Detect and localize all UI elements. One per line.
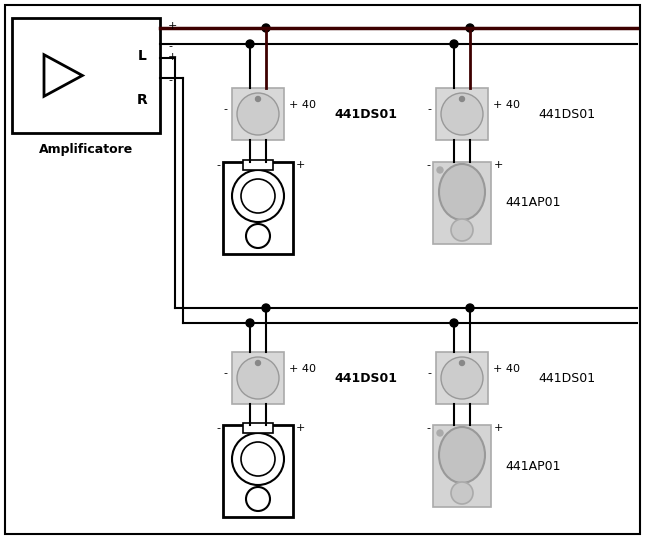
Circle shape bbox=[262, 24, 270, 32]
Circle shape bbox=[451, 219, 473, 241]
Circle shape bbox=[237, 357, 279, 399]
Circle shape bbox=[241, 442, 275, 476]
Text: -: - bbox=[427, 368, 431, 378]
Circle shape bbox=[241, 179, 275, 213]
Text: 441DS01: 441DS01 bbox=[538, 107, 595, 121]
Bar bbox=[436, 88, 488, 140]
Circle shape bbox=[450, 319, 458, 327]
Text: + 40: + 40 bbox=[493, 364, 520, 374]
Text: 441AP01: 441AP01 bbox=[505, 197, 561, 210]
Circle shape bbox=[441, 357, 483, 399]
Circle shape bbox=[246, 224, 270, 248]
Bar bbox=[232, 352, 284, 404]
Text: -: - bbox=[427, 104, 431, 114]
Text: +: + bbox=[168, 21, 177, 31]
Text: + 40: + 40 bbox=[493, 100, 520, 109]
Bar bbox=[243, 423, 273, 433]
Bar bbox=[232, 88, 284, 140]
Polygon shape bbox=[44, 54, 83, 96]
Ellipse shape bbox=[439, 164, 485, 220]
Text: 441AP01: 441AP01 bbox=[505, 460, 561, 473]
Circle shape bbox=[441, 93, 483, 135]
Circle shape bbox=[255, 361, 261, 365]
Text: -: - bbox=[216, 160, 220, 170]
Circle shape bbox=[437, 167, 443, 173]
Text: -: - bbox=[426, 160, 430, 170]
Bar bbox=[243, 160, 273, 170]
Circle shape bbox=[232, 170, 284, 222]
Bar bbox=[223, 162, 293, 254]
Circle shape bbox=[246, 40, 254, 48]
Text: -: - bbox=[168, 75, 172, 85]
Bar bbox=[436, 352, 488, 404]
Text: L: L bbox=[137, 49, 146, 63]
Text: -: - bbox=[223, 104, 227, 114]
Ellipse shape bbox=[439, 427, 485, 483]
Circle shape bbox=[262, 304, 270, 312]
Text: +: + bbox=[296, 423, 305, 433]
Text: +: + bbox=[494, 160, 503, 170]
Text: + 40: + 40 bbox=[289, 100, 316, 109]
Circle shape bbox=[466, 304, 474, 312]
Circle shape bbox=[451, 482, 473, 504]
Circle shape bbox=[437, 430, 443, 436]
Text: -: - bbox=[223, 368, 227, 378]
Bar bbox=[223, 425, 293, 517]
Circle shape bbox=[246, 319, 254, 327]
Circle shape bbox=[459, 96, 464, 101]
Circle shape bbox=[246, 487, 270, 511]
Text: 441DS01: 441DS01 bbox=[538, 371, 595, 384]
Circle shape bbox=[466, 24, 474, 32]
Text: -: - bbox=[216, 423, 220, 433]
Circle shape bbox=[237, 93, 279, 135]
Circle shape bbox=[232, 433, 284, 485]
Text: +: + bbox=[494, 423, 503, 433]
Text: + 40: + 40 bbox=[289, 364, 316, 374]
Text: -: - bbox=[168, 41, 172, 51]
Text: +: + bbox=[296, 160, 305, 170]
Text: -: - bbox=[426, 423, 430, 433]
Text: 441DS01: 441DS01 bbox=[334, 371, 397, 384]
Text: 441DS01: 441DS01 bbox=[334, 107, 397, 121]
Bar bbox=[433, 162, 491, 244]
Bar bbox=[12, 18, 160, 133]
Circle shape bbox=[255, 96, 261, 101]
Text: Amplificatore: Amplificatore bbox=[39, 143, 133, 156]
Circle shape bbox=[450, 40, 458, 48]
Text: R: R bbox=[137, 93, 147, 107]
Text: +: + bbox=[168, 52, 177, 62]
Circle shape bbox=[459, 361, 464, 365]
Bar bbox=[433, 425, 491, 507]
